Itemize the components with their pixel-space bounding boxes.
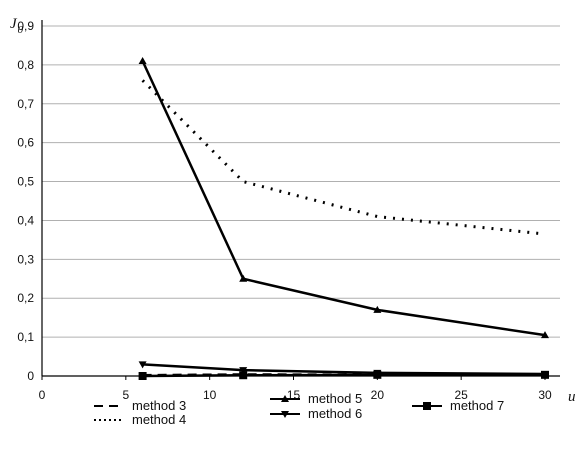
data-point	[541, 370, 549, 379]
data-point	[138, 372, 147, 380]
y-axis-label: J0	[10, 16, 24, 36]
y-tick-label: 0,2	[17, 291, 34, 305]
series-line	[141, 60, 546, 337]
y-tick-labels: 0 0,1 0,2 0,3 0,4 0,5 0,6 0,7 0,8 0,9	[17, 19, 34, 383]
y-tick-label: 0,6	[17, 136, 34, 150]
grid	[42, 25, 560, 338]
data-point	[373, 305, 382, 313]
data-point	[239, 371, 248, 380]
data-point	[138, 361, 147, 369]
legend-item: method 7	[412, 398, 504, 413]
x-tick-label: 0	[39, 388, 46, 402]
series-group	[138, 57, 549, 380]
data-point	[138, 57, 147, 64]
legend-label: method 3	[132, 398, 186, 413]
x-tick-label: 5	[122, 388, 129, 402]
x-tick-label: 10	[203, 388, 217, 402]
data-point	[239, 367, 248, 375]
x-tick-label: 25	[454, 388, 468, 402]
legend-item: method 3	[94, 398, 186, 413]
legend-label: method 4	[132, 412, 186, 427]
y-tick-label: 0	[27, 369, 34, 383]
y-tick-label: 0,9	[17, 19, 34, 33]
y-tick-label: 0,3	[17, 252, 34, 266]
y-tick-label: 0,1	[17, 330, 34, 344]
data-point	[373, 370, 382, 379]
x-axis-label: u	[568, 389, 576, 405]
legend-label: method 5	[308, 391, 362, 406]
legend-item: method 6	[270, 406, 362, 421]
series-method-5	[138, 57, 549, 339]
data-point	[541, 331, 549, 339]
x-tick-label: 30	[538, 388, 552, 402]
series-line	[142, 373, 545, 378]
legend-label: method 7	[450, 398, 504, 413]
y-tick-label: 0,7	[17, 97, 34, 111]
x-tick-label: 20	[371, 388, 385, 402]
legend-marker	[281, 411, 289, 418]
y-tick-label: 0,5	[17, 175, 34, 189]
y-tick-label: 0,8	[17, 58, 34, 72]
legend-label: method 6	[308, 406, 362, 421]
series-method-7	[138, 370, 549, 380]
series-line	[142, 363, 546, 376]
y-tick-label: 0,4	[17, 213, 34, 227]
legend-item: method 4	[94, 412, 186, 427]
data-point	[239, 274, 248, 282]
legend-marker	[423, 402, 431, 410]
legend-item: method 5	[270, 391, 362, 406]
legend-marker	[281, 395, 289, 402]
